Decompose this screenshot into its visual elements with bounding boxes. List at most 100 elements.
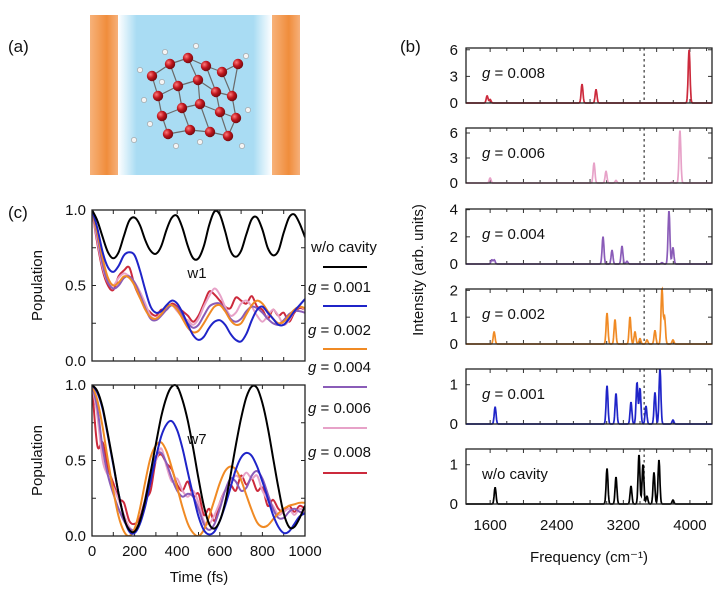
x-tick-label: 0 [88,543,96,560]
legend-label: w/o cavity [310,239,377,256]
oxygen-atom [156,110,168,122]
x-tick-label: 400 [165,543,190,560]
x-axis-title: Frequency (cm⁻¹) [530,549,648,566]
legend-item: w/o cavity [310,239,377,268]
y-tick-label: 0.5 [65,453,86,470]
spectrum-label: g = 0.008 [482,65,545,82]
hydrogen-atom [193,43,199,49]
y-tick-label: 2 [450,229,458,246]
y-tick-label: 0 [450,496,458,513]
oxygen-atom [200,60,212,72]
oxygen-atom [164,58,176,70]
y-tick-label: 6 [450,125,458,142]
hydrogen-bond [231,63,239,97]
hydrogen-atom [173,143,179,149]
spectrum-plot-g-0-001: 0 1 g = 0.001 [450,368,713,433]
oxygen-atom [184,124,196,136]
y-tick-label: 0 [450,95,458,112]
oxygen-atom [182,52,194,64]
legend-item: g = 0.004 [308,359,371,388]
population-plot-w7: 0.0 0.5 1.0 0 200 400 600 800 1000 w7 Population Ti… [29,377,322,586]
spectrum-label: g = 0.004 [482,226,545,243]
cavity-illustration [90,15,300,175]
oxygen-atom [192,74,204,86]
x-tick-label: 600 [207,543,232,560]
population-plot-w1: 0.0 0.5 1.0 w1 Population [29,202,306,370]
oxygen-atom [230,112,242,124]
left-mirror [90,15,118,175]
series-line-w-o-cavity [92,209,305,261]
x-tick-label: 1000 [288,543,321,560]
y-tick-label: 0.0 [65,528,86,545]
oxygen-atom [222,130,234,142]
y-tick-label: 0.5 [65,278,86,295]
right-mirror [272,15,300,175]
legend-item: g = 0.008 [308,444,371,474]
spectrum-plot-g-0-002: 0 1 2 g = 0.002 [450,282,713,353]
oxygen-atom [204,126,216,138]
hydrogen-atom [141,97,147,103]
y-tick-label: 1.0 [65,202,86,219]
hydrogen-atom [197,139,203,145]
hydrogen-atom [239,143,245,149]
plot-frame [91,384,306,537]
oxygen-atom [232,58,244,70]
y-tick-label: 3 [450,150,458,167]
y-tick-label: 6 [450,42,458,59]
legend-item: g = 0.001 [308,279,371,307]
y-tick-label: 1 [450,309,458,326]
hydrogen-atom [131,137,137,143]
hydrogen-atom [245,107,251,113]
x-tick-label: 3200 [607,517,640,534]
plot-frame [91,209,306,362]
panel-label-b: (b) [400,37,421,56]
spectrum-plot-w-o-cavity: 0 1 w/o cavity [450,448,713,513]
y-tick-label: 2 [450,282,458,299]
y-tick-label: 0 [450,175,458,192]
y-tick-label: 3 [450,68,458,85]
spectrum-label: g = 0.006 [482,145,545,162]
y-tick-label: 1 [450,377,458,394]
legend-label: g = 0.006 [308,400,371,417]
plot-frame [465,127,713,184]
x-tick-label: 200 [122,543,147,560]
hydrogen-atom [243,53,249,59]
legend-item: g = 0.006 [308,400,371,429]
y-tick-label: 4 [450,202,458,219]
y-tick-label: 0.0 [65,353,86,370]
spectrum-plot-g-0-006: 0 3 6 g = 0.006 [450,125,713,192]
spectrum-plot-g-0-004: 0 2 4 g = 0.004 [450,202,713,273]
plot-frame [465,448,713,505]
oxygen-atom [210,86,222,98]
legend-label: g = 0.004 [308,359,371,376]
y-tick-label: 0 [450,256,458,273]
y-tick-label: 0 [450,336,458,353]
y-axis-title: Population [29,250,46,321]
oxygen-atom [152,90,164,102]
x-tick-label: 2400 [540,517,573,534]
oxygen-atom [226,90,238,102]
spectrum-label: g = 0.001 [482,386,545,403]
legend-label: g = 0.008 [308,444,371,461]
oxygen-atom [194,98,206,110]
y-tick-label: 0 [450,416,458,433]
y-tick-label: 1.0 [65,377,86,394]
oxygen-atom [146,70,158,82]
panel-label-c: (c) [8,203,28,222]
oxygen-atom [214,106,226,118]
x-tick-label: 800 [250,543,275,560]
oxygen-atom [172,80,184,92]
plot-frame [465,288,713,345]
spectrum-label: g = 0.002 [482,306,545,323]
oxygen-atom [216,66,228,78]
y-axis-title: Population [29,425,46,496]
y-axis-title: Intensity (arb. units) [410,204,427,336]
water-cluster-icon [131,43,251,149]
x-tick-label: 4000 [673,517,706,534]
legend-label: g = 0.002 [308,322,371,339]
legend: w/o cavity g = 0.001 g = 0.002 g = 0.004 g =… [308,239,377,474]
hydrogen-atom [147,121,153,127]
oxygen-atom [176,102,188,114]
